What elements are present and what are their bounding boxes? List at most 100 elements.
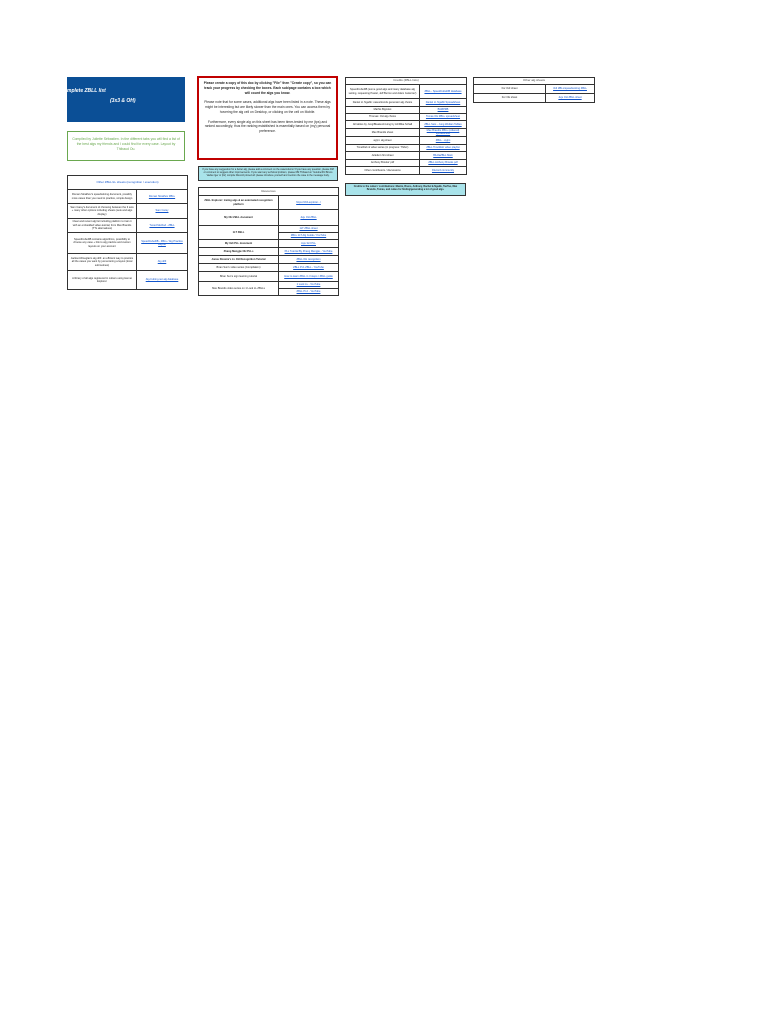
row-label: Juliette's first sheet (345, 150, 420, 160)
row-link[interactable]: Juju OH ZBLL (300, 215, 317, 219)
row-link[interactable]: Juju OH ZBLL sheet (558, 96, 582, 100)
row-text: SpeedCubeDB contains algorithms, possibi… (67, 232, 137, 254)
row-label: Brian Sun's sign learning tutorial (198, 271, 279, 282)
notice-box: Please create a copy of this doc by clic… (197, 76, 338, 160)
row-link[interactable]: Tomas OH ZBLL spreadsheet (425, 115, 461, 119)
table-row: My 3x3 PLL document Juju 3x3 PLL (198, 239, 339, 248)
row-label: Thomas: OH alg choice (345, 113, 420, 121)
row-link[interactable]: ZBLL Sets - Jung Weilian Tables (424, 122, 462, 126)
title-line-1: mplete ZBLL list (67, 88, 106, 94)
table-row: ZBLL Explorer: trainig algs & an automat… (198, 195, 339, 210)
row-link[interactable]: ZBLL Pt.1 ZBLL - YouTube (293, 265, 324, 269)
notice-copy: Please create a copy of this doc by clic… (203, 81, 332, 95)
row-text: Clear and recent alg list including plat… (67, 218, 137, 233)
row-link[interactable]: Juju 3x3 PLL (301, 241, 316, 245)
row-label: For OH sheet (473, 93, 546, 103)
row-label: 1LT ZBLL (198, 225, 279, 240)
row-text: Sam Carey's document of choosing between… (67, 203, 137, 219)
notice-ranking: Furthermore, every single alg on this sh… (204, 119, 331, 134)
row-label: Mathis Bignolet (345, 106, 420, 114)
row-label: Anthony Brooks' pdf (345, 158, 420, 167)
row-label: My 3x3 PLL document (198, 239, 279, 248)
table-row: Clear and recent alg list including plat… (67, 218, 188, 233)
notice-notes: Please note that for some cases, additio… (204, 100, 331, 114)
row-link[interactable]: 3x3 ZBLL/speedsolving ZBLL (553, 87, 587, 91)
table-row: My OH ZBLL document Juju OH ZBLL (198, 209, 339, 226)
table-row: Brian Sun's sign learning tutorial How to… (198, 271, 339, 282)
other-sheets-table: Other alg sheets For 3x3 sheet 3x3 ZBLL/s… (472, 77, 596, 103)
table-row: Sam Carey's document of choosing between… (67, 203, 188, 219)
row-link[interactable]: How to learn ZBLL in 3 steps / ZBLL guid… (284, 274, 333, 278)
row-link[interactable]: ZBLL Pt.2 - YouTube (296, 290, 321, 294)
resources-header: Resources (198, 187, 339, 196)
row-link[interactable]: ZBLL OH recognition (296, 257, 321, 261)
row-text: A library of all algs registered in cube… (67, 270, 137, 290)
table-row: TimeWeb & video series (in progress: Thi… (345, 143, 467, 152)
table-row: Jackson/Douglas's alg drill: an efficien… (67, 253, 188, 271)
table-row: 1LT ZBLL 1LT ZBLL sheet (198, 225, 339, 240)
row-link[interactable]: Sam Carey (155, 209, 169, 213)
table-row: SpeedCubeDB (some good algs and many dat… (345, 84, 467, 99)
row-link[interactable]: Max Brandis ZBLL (ordered) spreadsheet (426, 129, 460, 136)
row-text: Roman Strakhov's speedsolving document, … (67, 189, 137, 204)
row-link[interactable]: ZBLL Anthony Brooks pdf (428, 161, 458, 165)
table-row: Juliette's first sheet BiUdaZBLL Main (345, 150, 467, 160)
table-row: Roman Strakhov's speedsolving document, … (67, 189, 188, 204)
table-row: A library of all algs registered in cube… (67, 270, 188, 290)
table-row: Zhang Mengjie OH PLLs PLL Tutorial By Zha… (198, 247, 339, 256)
resources-table: Resources ZBLL Explorer: trainig algs & … (198, 187, 339, 296)
table-row: Max Brandis sheet Max Brandis ZBLL (order… (345, 128, 467, 137)
row-link[interactable]: ZBLL TimeWeb video playlist (426, 146, 460, 150)
row-label: Jonas Rosière's LL OH Recognition Tutori… (198, 255, 279, 264)
row-label: Other contributors / discussions (345, 165, 420, 175)
row-link[interactable]: https://zbll-explorer.../ (296, 200, 321, 204)
row-link[interactable]: Roman Strakhov ZBLL (148, 194, 176, 198)
row-label: My OH ZBLL document (198, 209, 279, 226)
row-label: Brian Sun's video series (Compilation) (198, 263, 279, 272)
table-row: Jonas Rosière's LL OH Recognition Tutori… (198, 255, 339, 264)
row-label: Max Brandis video series on 1 Look LL ZB… (198, 281, 279, 296)
row-label: SpeedCubeDB (some good algs and many dat… (345, 84, 420, 99)
row-label: Zhang Mengjie OH PLLs (198, 247, 279, 256)
row-label: All tables by Jung/Bleaker/ccuing by Ari… (345, 120, 420, 129)
table-row: Anthony Brooks' pdf ZBLL Anthony Brooks p… (345, 158, 467, 167)
row-link[interactable]: Alg drill (157, 260, 167, 264)
table-row: Brian Sun's video series (Compilation) ZB… (198, 263, 339, 272)
row-link[interactable]: ZBLL 1LT Alg Guide / YouTube (290, 234, 327, 238)
table-row: For 3x3 sheet 3x3 ZBLL/speedsolving ZBLL (473, 84, 596, 94)
row-label: For 3x3 sheet (473, 84, 546, 94)
suggestion-note: If you have any suggestion for a better … (198, 166, 338, 181)
row-link[interactable]: Tuned Method - ZBLL (149, 223, 175, 227)
table-row: For OH sheet Juju OH ZBLL sheet (473, 93, 596, 103)
row-link[interactable]: Discord community (431, 168, 455, 172)
row-link[interactable]: ZBLL - SpeedCubeDB database (424, 89, 462, 93)
title-banner: mplete ZBLL list (3x3 & OH) (67, 77, 185, 122)
row-link[interactable]: BGBPRB (437, 108, 449, 112)
row-link[interactable]: BiUdaZBLL Main (433, 153, 453, 157)
table-row: Mathis Bignolet BGBPRB (345, 106, 467, 114)
row-link[interactable]: Daniel H. Ngabb Spreadsheet (425, 100, 461, 104)
credits-table: Credits (ZBLL lists) SpeedCubeDB (some g… (345, 77, 467, 175)
row-link[interactable]: SpeedCubeDB - ZBLL / Alg Practice Layout (141, 239, 183, 246)
table-row: Max Brandis video series on 1 Look LL ZB… (198, 281, 339, 296)
credits-header: Credits (ZBLL lists) (345, 77, 467, 85)
nav-table: Other ZBLL/LL sheets (recognition / exec… (67, 175, 188, 290)
row-link[interactable]: Alg.Cubing.net alg database (145, 278, 179, 282)
row-link[interactable]: PLL Tutorial By Zhang Mengjie - YouTube (284, 249, 333, 253)
other-header: Other alg sheets (472, 77, 596, 85)
row-label: ZBLL Explorer: trainig algs & an automat… (198, 195, 279, 210)
table-row: Other contributors / discussions Discord … (345, 165, 467, 175)
row-label: TimeWeb & video series (in progress: Thi… (345, 143, 420, 152)
row-link[interactable]: 1 Look LL - YouTube (296, 283, 321, 287)
title-line-2: (3x3 & OH) (110, 98, 136, 104)
row-link[interactable]: ZBLL - ayijm (435, 138, 451, 142)
row-label: ayijm: alg sheet (345, 135, 420, 145)
row-label: Daniel H. Ngabb: cases/trends generator … (345, 98, 420, 107)
row-label: Max Brandis sheet (345, 128, 420, 137)
nav-header: Other ZBLL/LL sheets (recognition / exec… (67, 175, 188, 190)
table-row: ayijm: alg sheet ZBLL - ayijm (345, 135, 467, 145)
table-row: Thomas: OH alg choice Tomas OH ZBLL sprea… (345, 113, 467, 121)
row-text: Jackson/Douglas's alg drill: an efficien… (67, 253, 137, 271)
row-link[interactable]: 1LT ZBLL sheet (299, 227, 318, 231)
intro-box: Compiled by Juliette Sébastien. In the d… (67, 131, 185, 161)
